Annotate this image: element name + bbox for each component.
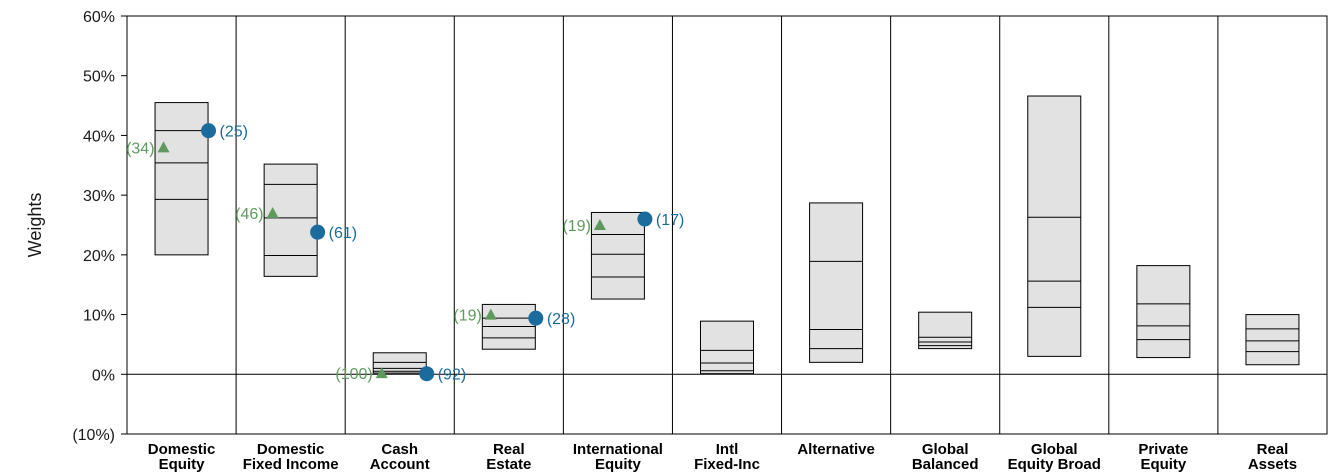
percentile-box [809,202,864,363]
category-group: (46) (61) [235,163,357,277]
category-label-line: Cash [381,441,418,458]
category-label-line: International [573,441,663,458]
y-tick-label: 60% [83,9,115,26]
category-group [809,202,864,363]
category-label: Alternative [797,441,875,458]
category-label-line: Domestic [257,441,325,458]
category-label-line: Global [1031,441,1078,458]
category-group: (100) (92) [335,352,466,384]
category-label: Real Assets [1248,441,1297,473]
triangle-marker [375,367,388,379]
category-label-line: Domestic [148,441,216,458]
circle-marker [419,366,435,382]
triangle-marker [266,207,279,219]
circle-rank-label: (28) [547,311,575,328]
y-tick-label: 40% [83,128,115,145]
y-tick-label: 20% [83,248,115,265]
category-label-line: Fixed Income [243,456,339,473]
category-label-line: Estate [486,456,531,473]
category-group [1136,265,1191,359]
percentile-box [154,102,209,256]
circle-rank-label: (17) [656,212,684,229]
category-group: (19) (17) [562,211,684,300]
percentile-box [918,311,973,350]
triangle-rank-label: (19) [562,218,590,235]
percentile-box [590,211,645,300]
triangle-marker [157,141,170,153]
circle-marker [201,123,217,139]
percentile-box [1136,265,1191,359]
category-label-line: Equity [595,456,641,473]
triangle-rank-label: (100) [335,366,372,383]
percentile-box [263,163,318,277]
triangle-marker [593,219,606,230]
circle-rank-label: (92) [438,367,466,384]
y-tick-label: 0% [92,367,115,384]
percentile-box [700,320,754,375]
category-label: Global Balanced [912,441,979,473]
category-label-line: Equity [159,456,205,473]
triangle-rank-label: (46) [235,206,263,223]
category-label-line: Global [922,441,969,458]
plot-frame [126,15,1328,435]
y-tick-label: (10%) [72,427,115,444]
circle-marker [310,224,326,240]
y-axis-ticks: 60% 50% 40% 30% 20% 10% 0% (10%) [72,9,127,444]
category-label-line: Real [493,441,525,458]
category-group [1027,95,1082,357]
category-label-line: Private [1138,441,1188,458]
category-label: Intl Fixed-Inc [694,441,760,473]
category-label-line: Intl [716,441,739,458]
percentile-box [1245,314,1300,366]
percentile-box [1027,95,1082,357]
category-label-line: Alternative [797,441,875,458]
y-tick-label: 10% [83,308,115,325]
category-label-line: Real [1257,441,1289,458]
circle-marker [637,211,653,227]
y-axis-label: Weights [25,193,45,258]
triangle-rank-label: (34) [126,140,154,157]
category-label-line: Equity Broad [1008,456,1101,473]
circle-rank-label: (25) [220,124,248,141]
category-group: (34) (25) [126,102,248,256]
category-group [918,311,973,350]
circle-marker [528,310,544,326]
category-label-line: Balanced [912,456,979,473]
y-tick-label: 30% [83,188,115,205]
category-group [1245,314,1300,366]
triangle-rank-label: (19) [453,308,481,325]
category-label: Global Equity Broad [1008,441,1101,473]
plot-area: (34) (25) (46) (61) (100) (92) (19) (28) (19) (17… [126,15,1328,435]
category-label: Private Equity [1138,441,1188,473]
category-label: International Equity [573,441,663,473]
category-label: Real Estate [486,441,531,473]
category-group [700,320,754,375]
category-label: Domestic Fixed Income [243,441,339,473]
category-label-line: Equity [1140,456,1186,473]
category-group: (19) (28) [453,303,575,350]
category-label-line: Fixed-Inc [694,456,760,473]
category-label: Domestic Equity [148,441,216,473]
category-label-line: Assets [1248,456,1297,473]
category-label: Cash Account [370,441,430,473]
y-tick-label: 50% [83,69,115,86]
circle-rank-label: (61) [329,225,357,242]
triangle-marker [484,308,497,320]
category-label-line: Account [370,456,430,473]
